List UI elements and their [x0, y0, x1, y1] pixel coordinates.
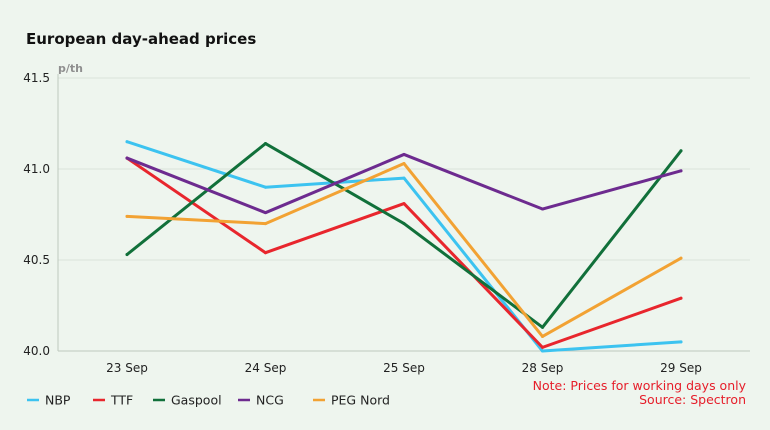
- series-line-gaspool: [125, 142, 683, 329]
- axes: 40.0 40.5 41.0 41.5 23 Sep 24 Sep 25 Sep 28 Sep…: [23, 71, 750, 375]
- x-tick-label: 24 Sep: [245, 361, 287, 375]
- y-axis-unit-label: p/th: [58, 62, 83, 75]
- data-point: [125, 140, 129, 144]
- data-point: [679, 169, 683, 173]
- data-point: [679, 256, 683, 260]
- data-point: [541, 349, 544, 353]
- data-point: [679, 340, 683, 344]
- legend-label: NCG: [256, 393, 284, 408]
- legend-item-ncg: NCG: [238, 393, 284, 408]
- data-point: [679, 296, 683, 300]
- data-point: [125, 214, 129, 218]
- x-tick-label: 23 Sep: [106, 361, 148, 375]
- legend-item-nbp: NBP: [27, 393, 71, 408]
- data-point: [541, 325, 544, 329]
- source-text: Source: Spectron: [639, 392, 746, 407]
- legend: NBP TTF Gaspool NCG PEG Nord: [27, 393, 390, 408]
- data-point: [402, 202, 406, 206]
- series-line-nbp: [125, 140, 683, 353]
- y-tick-label: 40.0: [23, 344, 50, 358]
- x-tick-label: 29 Sep: [660, 361, 702, 375]
- y-tick-label: 41.5: [23, 71, 50, 85]
- y-tick-label: 40.5: [23, 253, 50, 267]
- legend-item-ttf: TTF: [93, 393, 133, 408]
- legend-item-gaspool: Gaspool: [153, 393, 222, 408]
- data-point: [264, 222, 267, 226]
- data-point: [264, 251, 267, 255]
- series-lines: [125, 140, 683, 353]
- data-point: [402, 222, 406, 226]
- x-tick-label: 25 Sep: [383, 361, 425, 375]
- legend-label: NBP: [45, 393, 71, 408]
- legend-label: TTF: [110, 393, 133, 408]
- legend-item-peg-nord: PEG Nord: [313, 393, 390, 408]
- chart-title: European day-ahead prices: [26, 30, 256, 48]
- y-tick-label: 41.0: [23, 162, 50, 176]
- data-point: [541, 207, 544, 211]
- data-point: [264, 185, 267, 189]
- data-point: [402, 176, 406, 180]
- data-point: [402, 152, 406, 156]
- data-point: [125, 156, 129, 160]
- data-point: [541, 345, 544, 349]
- legend-label: PEG Nord: [331, 393, 390, 408]
- note-text: Note: Prices for working days only: [533, 378, 747, 393]
- data-point: [264, 211, 267, 215]
- data-point: [402, 162, 406, 166]
- data-point: [541, 334, 544, 338]
- data-point: [679, 149, 683, 153]
- data-point: [264, 142, 267, 146]
- legend-label: Gaspool: [171, 393, 222, 408]
- x-tick-label: 28 Sep: [522, 361, 564, 375]
- data-point: [125, 253, 129, 257]
